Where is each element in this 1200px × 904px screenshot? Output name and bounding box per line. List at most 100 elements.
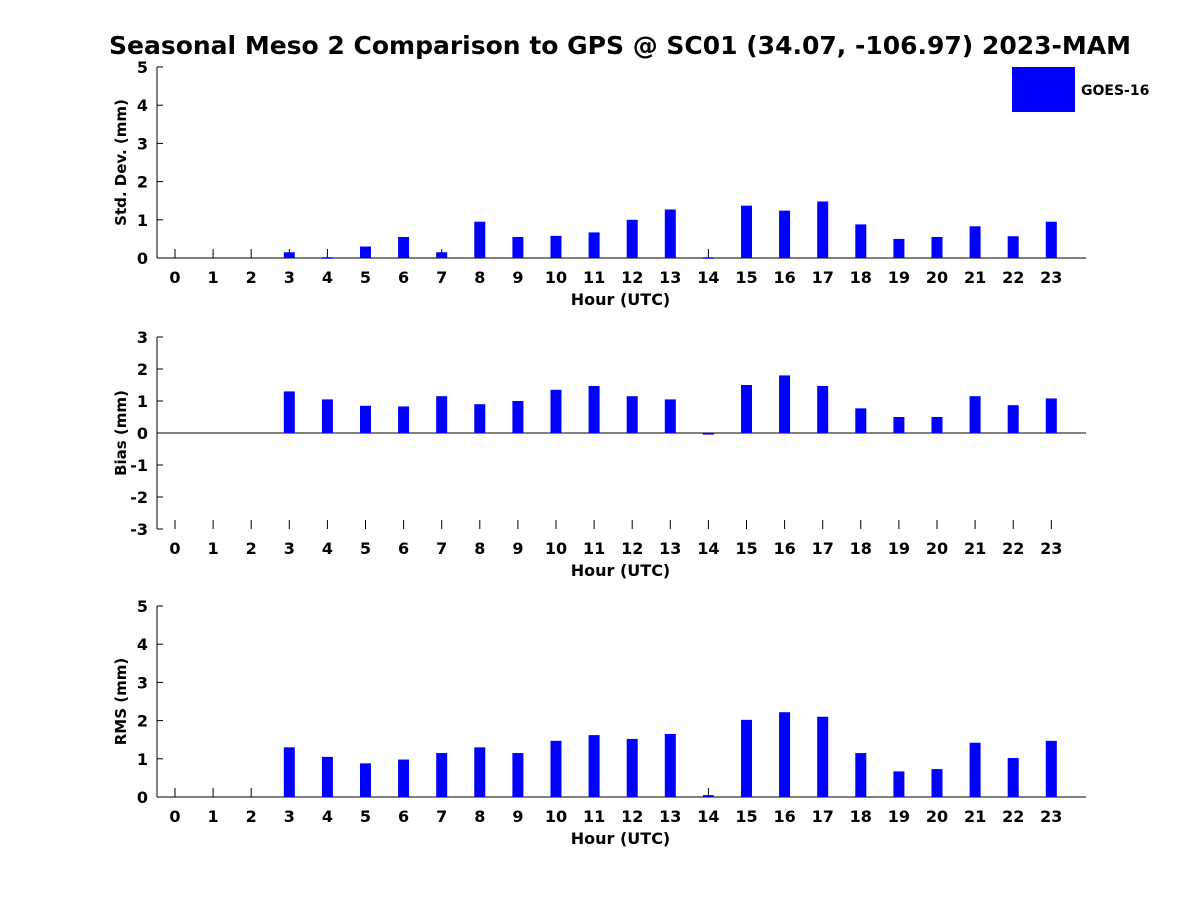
x-tick-label: 15 — [735, 268, 757, 287]
bar-hour-16 — [779, 210, 791, 258]
y-tick-label: 5 — [137, 597, 148, 616]
x-tick-label: 11 — [583, 539, 605, 558]
x-tick-label: 16 — [773, 539, 795, 558]
x-tick-label: 6 — [398, 807, 409, 826]
x-tick-label: 19 — [888, 807, 910, 826]
bar-hour-17 — [817, 716, 829, 797]
x-axis-label: Hour (UTC) — [571, 290, 671, 309]
x-tick-label: 10 — [545, 268, 567, 287]
x-tick-label: 0 — [169, 539, 180, 558]
bar-hour-16 — [779, 375, 791, 433]
x-tick-label: 19 — [888, 268, 910, 287]
x-tick-label: 8 — [474, 539, 485, 558]
y-tick-label: 3 — [137, 673, 148, 692]
x-tick-label: 3 — [284, 268, 295, 287]
x-tick-label: 21 — [964, 539, 986, 558]
x-tick-label: 5 — [360, 268, 371, 287]
x-tick-label: 7 — [436, 807, 447, 826]
legend: GOES-16 — [1012, 67, 1149, 112]
bar-hour-16 — [779, 712, 791, 797]
bar-hour-22 — [1007, 236, 1019, 258]
bar-hour-11 — [588, 232, 600, 258]
y-tick-label: -1 — [130, 456, 148, 475]
bar-hour-13 — [664, 399, 676, 433]
bar-hour-12 — [626, 738, 638, 797]
x-tick-label: 4 — [322, 807, 333, 826]
bar-hour-9 — [512, 401, 524, 433]
x-tick-label: 20 — [926, 807, 948, 826]
x-tick-label: 20 — [926, 539, 948, 558]
x-tick-label: 12 — [621, 539, 643, 558]
y-tick-label: 2 — [137, 712, 148, 731]
x-tick-label: 10 — [545, 539, 567, 558]
bar-hour-9 — [512, 236, 524, 258]
bar-hour-23 — [1045, 398, 1057, 433]
bar-hour-11 — [588, 385, 600, 433]
x-tick-label: 15 — [735, 807, 757, 826]
bar-hour-3 — [283, 747, 295, 797]
y-axis-label: RMS (mm) — [112, 658, 130, 745]
legend-swatch-goes-16 — [1012, 67, 1075, 112]
bar-hour-22 — [1007, 758, 1019, 797]
bar-hour-14 — [702, 795, 714, 797]
y-tick-label: 2 — [137, 360, 148, 379]
x-tick-label: 17 — [812, 539, 834, 558]
x-tick-label: 18 — [850, 268, 872, 287]
bar-hour-14 — [702, 433, 714, 435]
x-tick-label: 1 — [208, 807, 219, 826]
bar-hour-10 — [550, 740, 562, 797]
x-tick-label: 13 — [659, 807, 681, 826]
x-tick-label: 18 — [850, 807, 872, 826]
x-tick-label: 0 — [169, 807, 180, 826]
x-tick-label: 1 — [208, 539, 219, 558]
y-tick-label: 1 — [137, 392, 148, 411]
y-tick-label: 1 — [137, 750, 148, 769]
bar-hour-10 — [550, 389, 562, 433]
bar-hour-22 — [1007, 405, 1019, 433]
x-tick-label: 5 — [360, 539, 371, 558]
bar-hour-15 — [741, 719, 752, 797]
bar-hour-4 — [321, 399, 333, 433]
y-tick-label: 3 — [137, 328, 148, 347]
x-tick-label: 13 — [659, 268, 681, 287]
bar-hour-12 — [626, 396, 638, 433]
x-axis-label: Hour (UTC) — [571, 561, 671, 580]
chart-title: Seasonal Meso 2 Comparison to GPS @ SC01… — [109, 31, 1131, 60]
bar-hour-5 — [360, 246, 371, 258]
x-tick-label: 23 — [1040, 268, 1062, 287]
bar-hour-7 — [436, 753, 448, 797]
y-tick-label: -2 — [130, 488, 148, 507]
bar-hour-5 — [360, 763, 371, 797]
x-tick-label: 20 — [926, 268, 948, 287]
bar-hour-19 — [893, 238, 905, 258]
x-tick-label: 2 — [246, 539, 257, 558]
x-tick-label: 14 — [697, 539, 719, 558]
y-tick-label: 2 — [137, 173, 148, 192]
bar-hour-21 — [969, 226, 981, 258]
bar-hour-23 — [1045, 221, 1057, 258]
x-axis-label: Hour (UTC) — [571, 829, 671, 848]
bar-hour-6 — [398, 406, 410, 433]
x-tick-label: 7 — [436, 268, 447, 287]
bar-hour-13 — [664, 733, 676, 797]
x-tick-label: 12 — [621, 268, 643, 287]
x-tick-label: 1 — [208, 268, 219, 287]
y-tick-label: 5 — [137, 58, 148, 77]
x-tick-label: 16 — [773, 807, 795, 826]
x-tick-label: 12 — [621, 807, 643, 826]
x-tick-label: 21 — [964, 807, 986, 826]
x-tick-label: 22 — [1002, 807, 1024, 826]
x-tick-label: 4 — [322, 539, 333, 558]
x-tick-label: 14 — [697, 807, 719, 826]
bar-hour-18 — [855, 408, 867, 433]
bar-hour-20 — [931, 769, 943, 797]
bar-hour-19 — [893, 417, 905, 433]
bar-hour-6 — [398, 759, 410, 797]
x-tick-label: 23 — [1040, 807, 1062, 826]
bar-hour-19 — [893, 771, 905, 797]
y-tick-label: 0 — [137, 249, 148, 268]
x-tick-label: 23 — [1040, 539, 1062, 558]
bar-hour-18 — [855, 753, 867, 797]
